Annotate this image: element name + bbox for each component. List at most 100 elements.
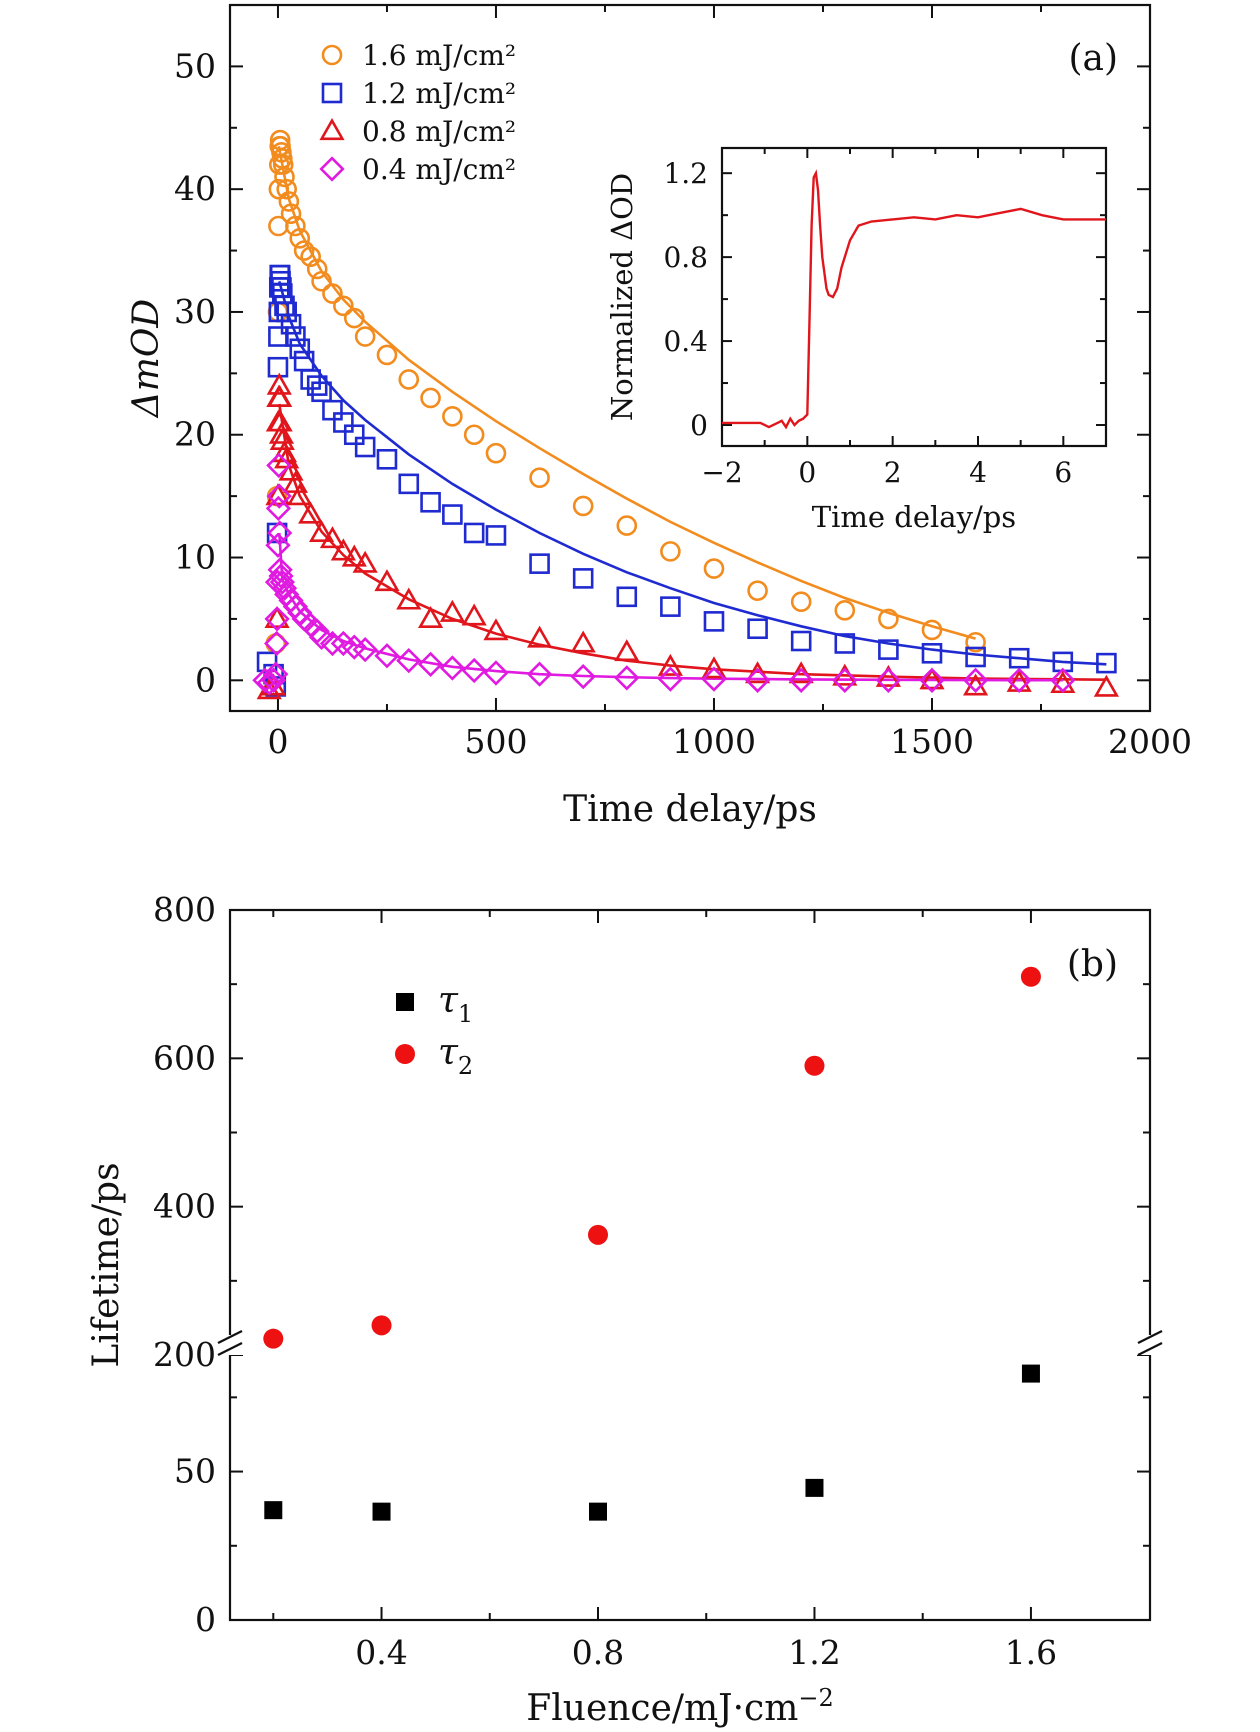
data-point xyxy=(483,618,509,641)
plot-frame-b xyxy=(228,908,1152,1622)
data-point xyxy=(875,664,901,687)
data-point xyxy=(463,424,485,446)
data-point xyxy=(1096,652,1117,674)
data-point xyxy=(657,653,683,676)
y-tick-label-lower: 0 xyxy=(195,1600,216,1639)
data-point xyxy=(398,369,420,390)
x-tick-label-a: 1500 xyxy=(890,722,974,761)
data-point xyxy=(790,591,812,613)
data-point xyxy=(263,661,289,687)
data-point xyxy=(311,270,332,292)
data-points-a xyxy=(252,129,1119,700)
y-tick-label-a: 30 xyxy=(174,292,216,331)
data-point xyxy=(352,550,378,573)
data-point xyxy=(790,630,812,652)
data-point xyxy=(878,608,899,630)
inset-y-axis-label: Normalized ΔOD xyxy=(605,173,639,421)
panel-label-b: (b) xyxy=(1067,944,1118,985)
y-tick-label-upper: 200 xyxy=(153,1335,216,1374)
data-point xyxy=(420,491,441,513)
data-point xyxy=(439,655,466,681)
data-point xyxy=(701,656,727,679)
data-point xyxy=(657,666,684,692)
data-point xyxy=(526,661,553,687)
x-axis-label-a: Time delay/ps xyxy=(563,789,817,830)
legend-label-b-symbol: τ xyxy=(438,1032,459,1073)
data-point xyxy=(614,639,640,662)
data-point xyxy=(1008,647,1030,669)
data-point xyxy=(267,520,293,546)
data-point xyxy=(272,154,294,175)
data-point xyxy=(343,424,365,446)
data-point xyxy=(264,630,290,657)
x-tick-label-a: 2000 xyxy=(1108,722,1192,761)
inset-y-tick-label: 1.2 xyxy=(663,157,708,190)
inset-x-axis-label: Time delay/ps xyxy=(812,500,1016,534)
x-tick-label-b: 0.4 xyxy=(355,1633,407,1672)
data-point xyxy=(298,612,324,638)
axis-break-slash xyxy=(1137,1342,1163,1356)
y-tick-label-a: 10 xyxy=(174,538,216,577)
x-tick-label-a: 500 xyxy=(464,722,527,761)
data-point xyxy=(529,553,550,574)
fit-curve-1 xyxy=(278,280,1107,666)
data-point xyxy=(300,369,321,390)
data-point xyxy=(439,599,465,622)
x-tick-label-b: 1.2 xyxy=(788,1633,840,1672)
data-point xyxy=(269,569,295,595)
x-tick-label-a: 1000 xyxy=(672,722,756,761)
y-tick-label-a: 40 xyxy=(174,169,216,208)
legend-a: 1.6 mJ/cm² 1.2 mJ/cm² 0.8 mJ/cm² 0.4 mJ/cm² xyxy=(319,39,516,186)
data-point xyxy=(614,665,640,691)
inset-x-tick-label: −2 xyxy=(701,456,742,489)
data-point xyxy=(834,600,856,621)
y-tick-label-a: 0 xyxy=(195,660,216,699)
data-point xyxy=(396,587,422,610)
data-point xyxy=(878,639,899,660)
data-point xyxy=(788,667,814,693)
data-point xyxy=(268,563,294,589)
data-point xyxy=(572,568,594,589)
inset-x-tick-label: 2 xyxy=(884,456,902,489)
x-axis-label-b-sup: −2 xyxy=(798,1684,833,1712)
data-point xyxy=(376,448,398,470)
axis-break-marks xyxy=(216,1330,1164,1356)
data-point xyxy=(417,651,444,677)
y-axis-label-b: Lifetime/ps xyxy=(86,1162,127,1367)
data-point xyxy=(280,203,302,225)
data-point xyxy=(442,504,463,525)
series-0-markers xyxy=(265,129,986,654)
data-point xyxy=(962,667,989,693)
data-point xyxy=(278,191,300,212)
data-point xyxy=(267,384,293,407)
legend-marker-3 xyxy=(319,156,345,182)
data-point xyxy=(267,409,293,432)
data-point xyxy=(256,670,282,696)
y-tick-label-a: 20 xyxy=(174,415,216,454)
y-tick-label-upper: 400 xyxy=(153,1187,216,1226)
legend-marker-0 xyxy=(321,44,343,66)
data-point xyxy=(267,356,289,378)
data-point xyxy=(374,569,400,592)
data-point xyxy=(264,605,290,628)
data-point-1 xyxy=(264,1501,283,1520)
data-point xyxy=(271,575,298,601)
x-tick-label-b: 0.8 xyxy=(572,1633,624,1672)
data-point xyxy=(660,541,681,562)
data-point xyxy=(268,178,290,200)
inset-x-tick-label: 4 xyxy=(969,456,987,489)
data-points-b xyxy=(263,966,1041,1521)
data-point xyxy=(306,375,328,396)
data-point xyxy=(298,501,324,524)
legend-marker-b-1 xyxy=(395,1044,415,1064)
data-point xyxy=(832,667,858,693)
axis-break-slash xyxy=(217,1342,243,1356)
data-point xyxy=(875,667,902,693)
data-point xyxy=(333,412,354,433)
data-point xyxy=(300,246,321,268)
inset-x-tick-label: 6 xyxy=(1054,456,1072,489)
data-point xyxy=(921,619,943,641)
data-point xyxy=(319,630,346,657)
inset-axes-ticks: −2 0 2 4 6 0 0.4 0.8 1.2 xyxy=(663,148,1106,489)
